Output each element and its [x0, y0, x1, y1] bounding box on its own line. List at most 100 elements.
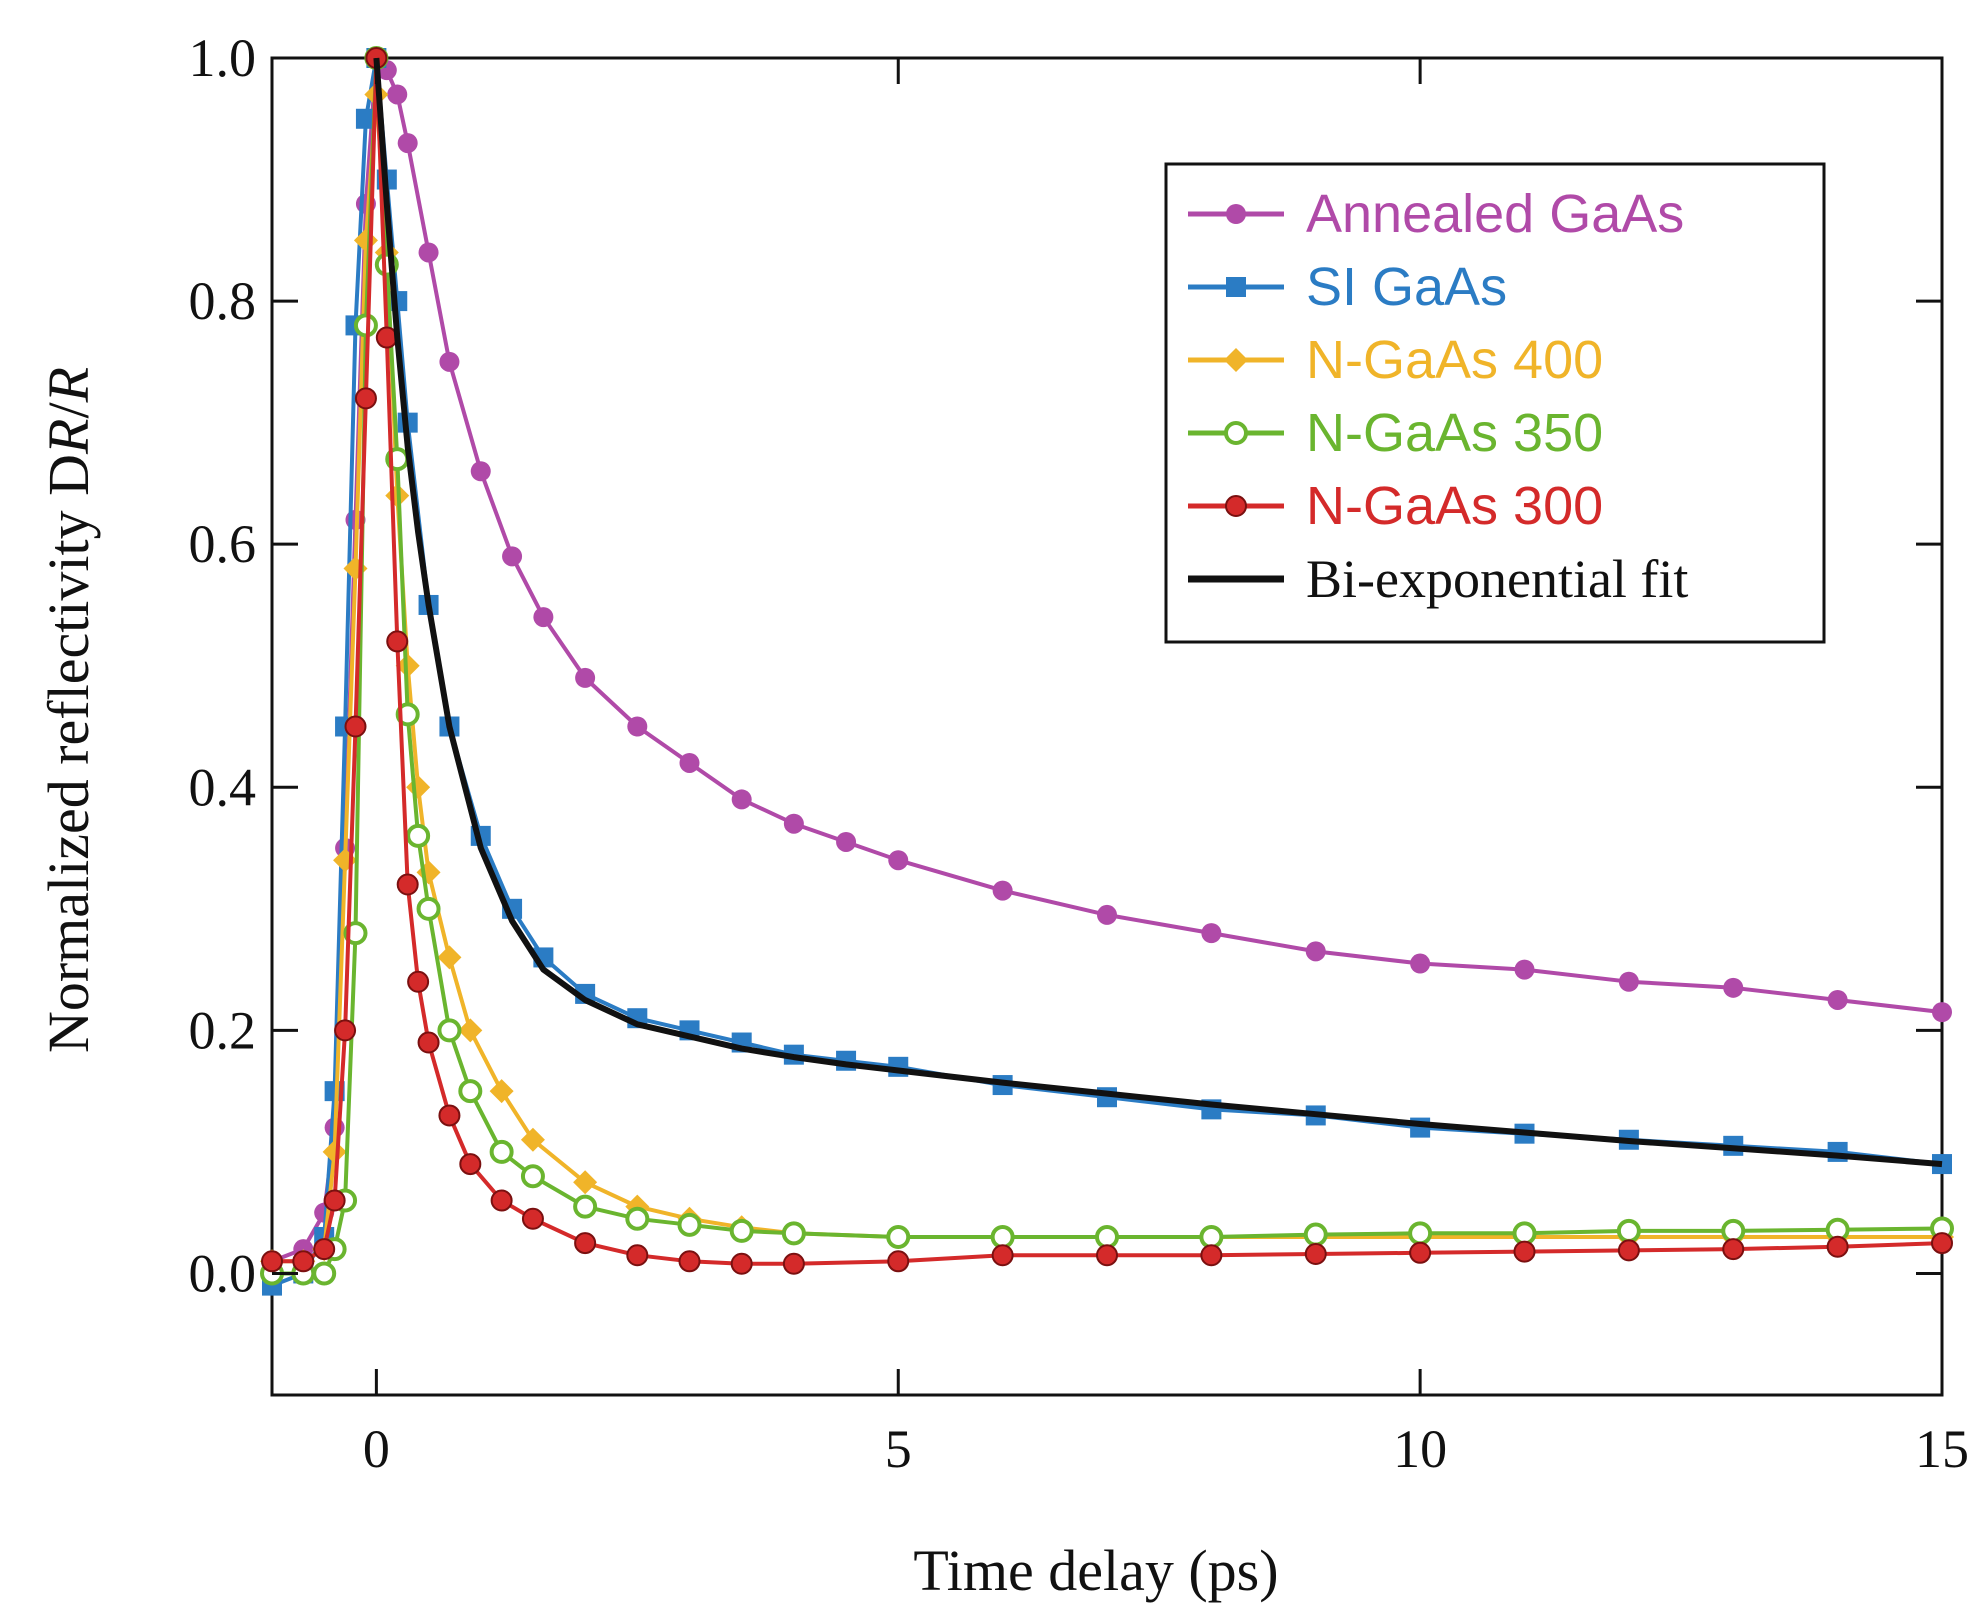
- data-point: [533, 607, 554, 628]
- data-point: [417, 1031, 440, 1054]
- data-point: [1097, 904, 1117, 925]
- data-point: [1827, 989, 1848, 1010]
- y-tick-label: 0.4: [189, 757, 257, 817]
- data-point: [573, 1194, 598, 1219]
- legend-entry: N-GaAs 400: [1188, 330, 1603, 390]
- series-layer: [260, 46, 1954, 1296]
- data-point: [679, 752, 700, 773]
- legend-marker: [1224, 348, 1248, 372]
- series-n-gaas-350: [260, 46, 1954, 1286]
- y-tick-label: 0.8: [189, 271, 257, 331]
- data-point: [406, 823, 431, 848]
- y-axis-title-r2: R: [36, 367, 101, 403]
- x-tick-label: 10: [1393, 1419, 1447, 1479]
- legend-marker: [1226, 204, 1246, 224]
- data-point: [323, 1189, 346, 1212]
- legend-label: Bi-exponential fit: [1306, 549, 1688, 609]
- data-point: [1410, 953, 1431, 974]
- y-tick-label: 1.0: [189, 28, 257, 88]
- data-point: [334, 1019, 357, 1042]
- series-bi-exponential-fit: [373, 57, 1943, 1168]
- data-point: [396, 873, 419, 896]
- data-point: [1616, 1218, 1641, 1243]
- data-point: [521, 1207, 544, 1230]
- data-point: [1199, 1224, 1224, 1249]
- legend-label: N-GaAs 400: [1306, 330, 1603, 390]
- data-point: [677, 1212, 702, 1237]
- legend-entry: N-GaAs 300: [1188, 476, 1603, 536]
- legend-label: SI GaAs: [1306, 257, 1507, 317]
- data-point: [520, 1127, 545, 1152]
- data-point: [470, 461, 491, 482]
- legend-entry: Annealed GaAs: [1188, 184, 1684, 244]
- data-point: [1826, 1235, 1849, 1258]
- data-point: [312, 1261, 337, 1286]
- data-point: [520, 1164, 545, 1189]
- y-axis-title-prefix: Normalized reflectivity D: [36, 454, 101, 1053]
- data-point: [397, 133, 418, 154]
- data-point: [1096, 1244, 1118, 1267]
- data-point: [438, 1104, 461, 1127]
- x-tick-label: 0: [363, 1419, 390, 1479]
- data-point: [1200, 1244, 1223, 1267]
- data-point: [575, 667, 596, 688]
- data-point: [886, 1224, 911, 1249]
- legend: Annealed GaAs SI GaAs N-GaAs 400 N-GaAs 350…: [1164, 162, 1826, 644]
- data-point: [731, 789, 752, 810]
- data-point: [406, 775, 431, 800]
- data-point: [887, 1250, 910, 1273]
- data-point: [261, 1250, 283, 1273]
- legend-entry: SI GaAs: [1188, 257, 1507, 317]
- data-point: [678, 1250, 701, 1273]
- data-point: [344, 715, 367, 738]
- data-point: [458, 1018, 483, 1043]
- data-point: [1409, 1241, 1432, 1264]
- x-tick-label: 5: [885, 1419, 912, 1479]
- data-point: [836, 831, 857, 852]
- x-axis-title: Time delay (ps): [913, 1538, 1278, 1603]
- data-point: [437, 945, 462, 970]
- data-point: [387, 84, 408, 105]
- data-point: [1095, 1224, 1119, 1249]
- data-point: [1305, 941, 1326, 962]
- data-point: [1408, 1221, 1433, 1246]
- data-point: [1617, 1239, 1640, 1262]
- data-point: [573, 1170, 598, 1195]
- data-point: [1932, 1002, 1952, 1023]
- y-tick-label: 0.0: [189, 1243, 257, 1303]
- data-point: [355, 108, 376, 129]
- y-tick-label: 0.6: [189, 514, 257, 574]
- legend-label: Annealed GaAs: [1306, 184, 1684, 244]
- legend-label: N-GaAs 300: [1306, 476, 1603, 536]
- plot-border: [270, 56, 1944, 1397]
- data-point: [502, 546, 523, 567]
- data-point: [489, 1079, 514, 1104]
- x-tick-label: 15: [1915, 1419, 1969, 1479]
- data-point: [416, 896, 441, 921]
- data-point: [990, 1224, 1015, 1249]
- data-point: [1304, 1243, 1327, 1266]
- data-point: [781, 1221, 806, 1246]
- data-point: [322, 1139, 347, 1164]
- data-point: [782, 1252, 805, 1275]
- data-point: [1618, 971, 1639, 992]
- legend-marker: [1226, 277, 1246, 297]
- data-point: [1512, 1221, 1537, 1246]
- data-point: [627, 716, 648, 737]
- data-point: [490, 1189, 513, 1212]
- data-point: [313, 1238, 336, 1261]
- data-point: [1723, 977, 1744, 998]
- data-point: [1722, 1238, 1745, 1261]
- legend-label: N-GaAs 350: [1306, 403, 1603, 463]
- data-point: [354, 387, 377, 410]
- legend-entry: N-GaAs 350: [1188, 403, 1603, 463]
- series-n-gaas-300: [261, 47, 1953, 1275]
- data-point: [1513, 1240, 1536, 1263]
- data-point: [418, 242, 439, 263]
- data-point: [439, 351, 460, 372]
- data-point: [1201, 923, 1222, 944]
- data-point: [395, 702, 420, 727]
- y-axis-title-r1: R: [36, 419, 101, 455]
- data-point: [730, 1252, 753, 1275]
